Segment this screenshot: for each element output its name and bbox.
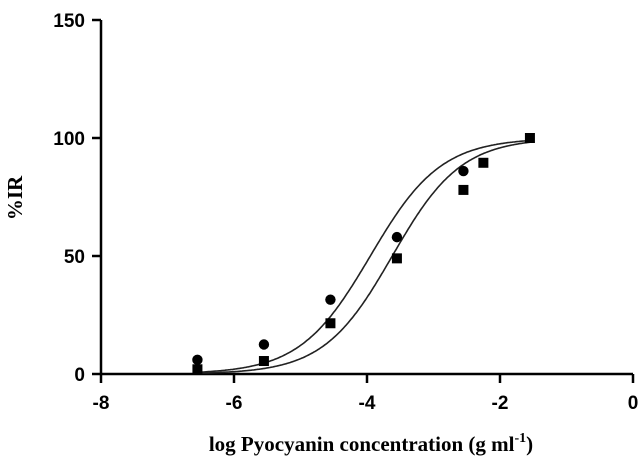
square-data-point — [458, 184, 469, 195]
square-data-point — [192, 364, 203, 375]
square-data-point — [258, 356, 269, 367]
axes — [99, 20, 633, 376]
x-tick-label: -2 — [492, 393, 509, 414]
square-data-point — [391, 253, 402, 264]
circle-data-point — [391, 231, 403, 243]
ticks: -8 -6 -4 -2 0 0 50 100 150 — [53, 11, 638, 414]
circle-data-point — [325, 294, 336, 305]
square-data-point — [325, 318, 336, 329]
circle-data-point — [458, 165, 469, 177]
y-tick-label: 50 — [64, 247, 85, 268]
fit-curve — [194, 141, 532, 375]
x-axis-title-close: ) — [526, 432, 533, 456]
y-axis-title: %IR — [3, 175, 27, 220]
x-tick-label: -4 — [359, 393, 376, 414]
x-axis-title-superscript: -1 — [514, 431, 526, 446]
x-tick-label: -6 — [226, 393, 243, 414]
fit-curves — [194, 139, 532, 375]
square-data-point — [478, 157, 489, 168]
y-tick-label: 100 — [53, 129, 85, 150]
data-points — [192, 133, 535, 375]
y-tick-label: 150 — [53, 11, 85, 32]
square-data-point — [524, 133, 535, 143]
x-axis-title: log Pyocyanin concentration (g ml-1) — [209, 431, 533, 456]
x-tick-label: -8 — [93, 393, 110, 414]
x-tick-label: 0 — [628, 393, 639, 414]
x-axis-title-main: log Pyocyanin concentration (g ml — [209, 432, 515, 456]
y-tick-label: 0 — [74, 365, 85, 386]
fit-curve — [194, 139, 532, 374]
circle-data-point — [192, 354, 203, 366]
circle-data-point — [258, 339, 270, 350]
